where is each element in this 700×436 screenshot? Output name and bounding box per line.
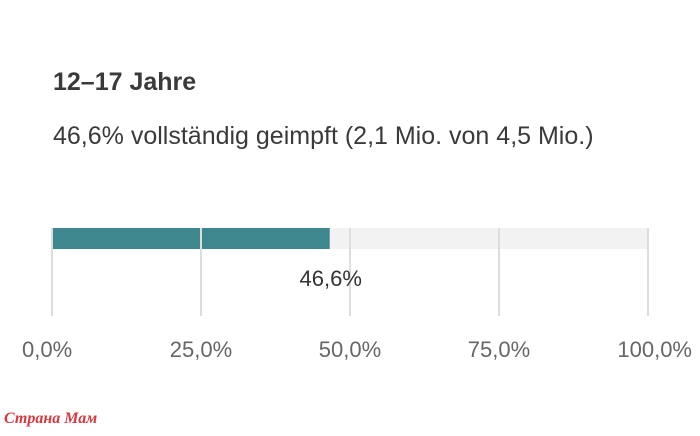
tick-label-4: 100,0% [617,337,692,362]
watermark-logo: Страна Мам [4,410,98,427]
bar-0 [52,228,330,249]
chart-subtitle: 46,6% vollständig geimpft (2,1 Mio. von … [53,122,594,150]
value-label-0: 46,6% [300,266,362,291]
tick-label-3: 75,0% [468,337,530,362]
tick-label-1: 25,0% [170,337,232,362]
tick-label-2: 50,0% [319,337,381,362]
tick-label-0: 0,0% [22,337,72,362]
chart-title: 12–17 Jahre [53,68,197,96]
